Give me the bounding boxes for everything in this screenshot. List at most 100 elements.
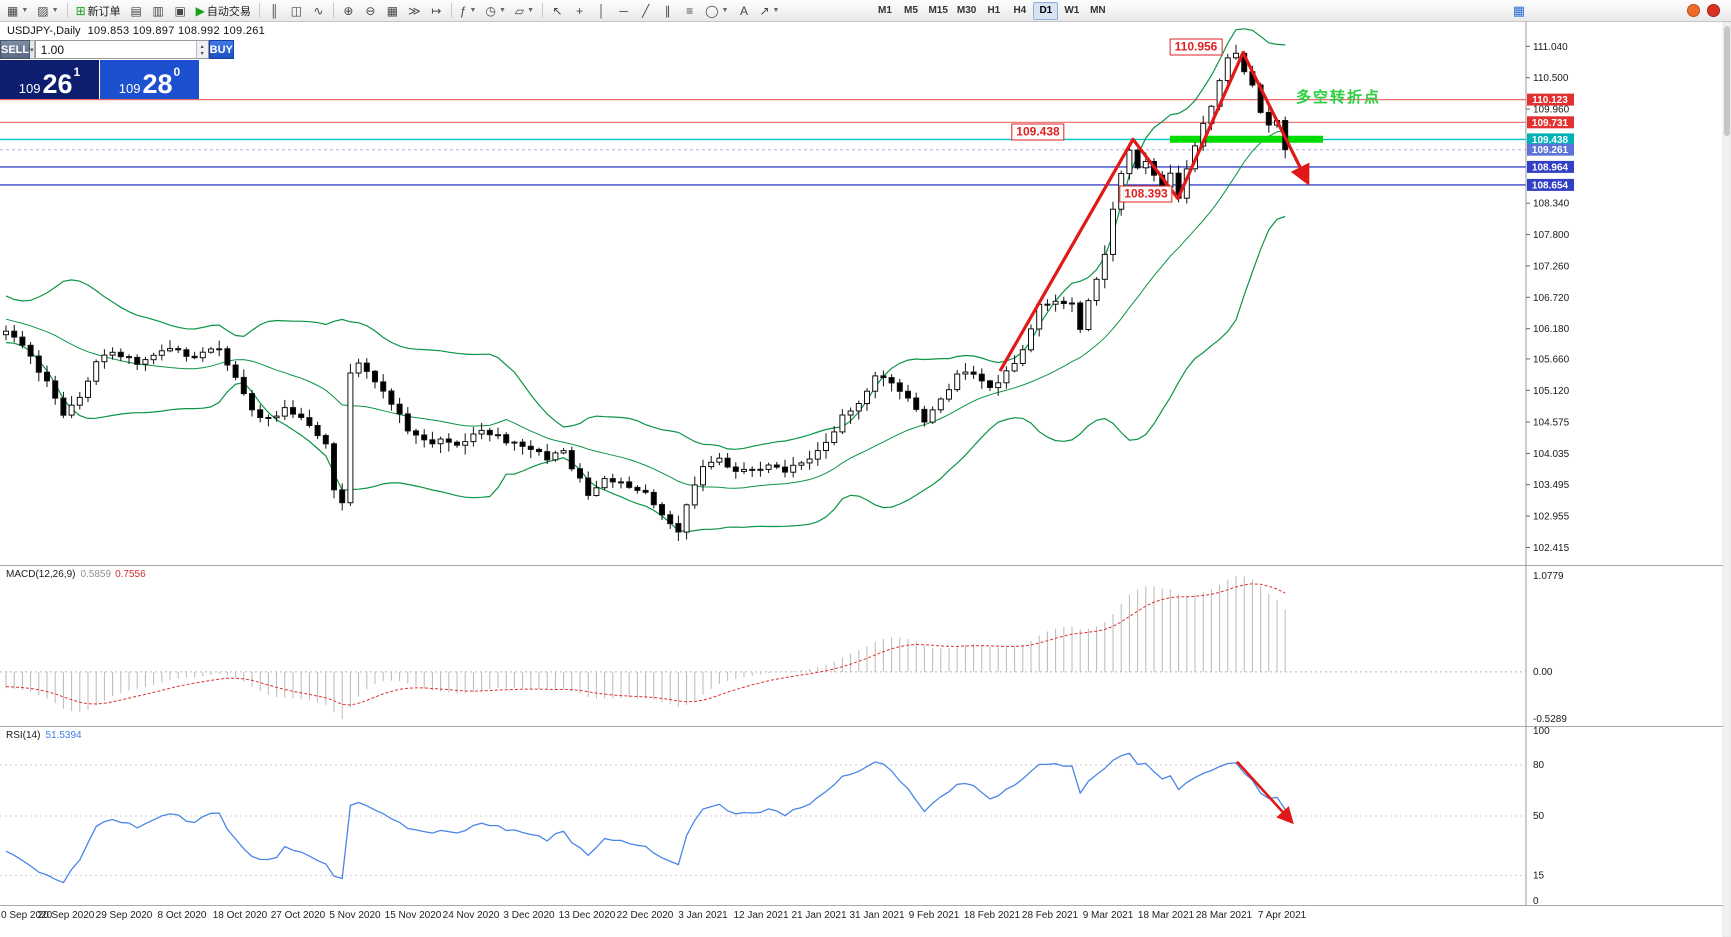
svg-text:109.438: 109.438 xyxy=(1532,135,1569,146)
macd-pane[interactable] xyxy=(0,576,1526,719)
auto-trading-button[interactable]: ▶ 自动交易 xyxy=(195,3,251,18)
rsi-arrow-annotation[interactable] xyxy=(1236,760,1294,825)
volume-stepper[interactable]: ▴ ▾ xyxy=(195,41,208,58)
crosshair-button[interactable]: + xyxy=(569,1,590,20)
new-order-button[interactable]: ⊞ 新订单 xyxy=(75,3,121,18)
trend-zigzag-annotation[interactable] xyxy=(998,51,1310,372)
macd-signal-line xyxy=(5,583,1286,706)
macd-main-value: 0.5859 xyxy=(80,569,112,580)
zoom-out-button[interactable]: ⊖ xyxy=(360,1,381,20)
new-order-icon: ⊞ xyxy=(75,3,86,18)
fibonacci-button[interactable]: ≡ xyxy=(679,1,700,20)
auto-trading-icon: ▶ xyxy=(195,3,205,18)
alerts-icon[interactable] xyxy=(1707,4,1720,17)
profiles-button[interactable]: ▨ ▼ xyxy=(33,1,62,20)
macd-name: MACD(12,26,9) xyxy=(6,569,76,580)
svg-text:21 Jan 2021: 21 Jan 2021 xyxy=(791,910,846,921)
auto-scroll-button[interactable]: ≫ xyxy=(404,1,425,20)
chart-window-icon: ▤ xyxy=(130,3,142,18)
auto-scroll-icon: ≫ xyxy=(408,3,421,18)
indicators-button[interactable]: ƒ ▼ xyxy=(456,1,481,20)
dropdown-arrow-icon: ▼ xyxy=(527,7,535,14)
dropdown-arrow-icon: ▼ xyxy=(51,7,59,14)
pane-separators[interactable] xyxy=(0,565,1731,906)
svg-text:18 Mar 2021: 18 Mar 2021 xyxy=(1138,910,1195,921)
svg-text:15: 15 xyxy=(1533,871,1545,882)
candles-chart-type-button[interactable]: ◫ xyxy=(286,1,307,20)
timeframe-d1-button[interactable]: D1 xyxy=(1033,1,1059,20)
stepper-up-icon[interactable]: ▴ xyxy=(200,43,204,50)
trendline-button[interactable]: ╱ xyxy=(635,1,656,20)
arrows-icon: ↗ xyxy=(759,3,770,18)
text-button[interactable]: A xyxy=(733,1,754,20)
svg-text:100: 100 xyxy=(1533,726,1550,737)
sell-button[interactable]: SELL xyxy=(0,40,31,59)
zoom-in-icon: ⊕ xyxy=(343,3,354,18)
svg-text:22 Dec 2020: 22 Dec 2020 xyxy=(617,910,674,921)
zoom-in-button[interactable]: ⊕ xyxy=(338,1,359,20)
new-chart-icon: ▦ xyxy=(7,3,19,18)
community-icon[interactable] xyxy=(1687,4,1700,17)
rsi-pane[interactable] xyxy=(0,752,1526,884)
sell-price-display[interactable]: 109 26 1 xyxy=(0,60,99,99)
volume-input[interactable] xyxy=(35,41,196,58)
svg-text:0: 0 xyxy=(1533,896,1539,907)
bars-chart-type-button[interactable]: ║ xyxy=(264,1,285,20)
svg-text:28 Feb 2021: 28 Feb 2021 xyxy=(1022,910,1079,921)
vertical-scrollbar[interactable] xyxy=(1722,21,1731,937)
market-watch-button[interactable]: ▥ xyxy=(148,1,169,20)
turning-point-annotation[interactable]: 多空转折点 xyxy=(1296,89,1382,106)
svg-text:105.660: 105.660 xyxy=(1533,354,1570,365)
arrows-button[interactable]: ↗ ▼ xyxy=(755,1,783,20)
svg-text:109.960: 109.960 xyxy=(1533,105,1570,116)
equidistant-channel-button[interactable]: ∥ xyxy=(657,1,678,20)
horizontal-level-lines[interactable] xyxy=(0,98,1526,186)
rsi-line xyxy=(5,752,1286,884)
timeframe-mn-button[interactable]: MN xyxy=(1090,5,1106,16)
price-annotation-box[interactable]: 110.956 xyxy=(1169,38,1223,56)
vertical-line-button[interactable]: │ xyxy=(591,1,612,20)
buy-button[interactable]: BUY xyxy=(208,40,234,59)
horizontal-line-icon: ─ xyxy=(619,3,628,18)
horizontal-line-button[interactable]: ─ xyxy=(613,1,634,20)
timeframe-m15-button[interactable]: M15 xyxy=(928,5,948,16)
chart-window-button[interactable]: ▤ xyxy=(126,1,147,20)
timeframe-m30-button[interactable]: M30 xyxy=(956,5,977,16)
new-chart-button[interactable]: ▦ ▼ xyxy=(3,1,32,20)
sell-price-int: 109 xyxy=(18,80,41,96)
timeframe-w1-button[interactable]: W1 xyxy=(1064,5,1080,16)
timeframe-m1-button[interactable]: M1 xyxy=(878,5,892,16)
stepper-down-icon[interactable]: ▾ xyxy=(200,50,204,57)
price-annotation-box[interactable]: 108.393 xyxy=(1119,185,1173,203)
macd-scale: 1.0779 0.00 -0.5289 xyxy=(1533,571,1567,725)
shapes-button[interactable]: ◯ ▼ xyxy=(701,1,732,20)
svg-text:108.964: 108.964 xyxy=(1532,162,1569,173)
svg-text:103.495: 103.495 xyxy=(1533,480,1570,491)
volume-dropdown-button[interactable]: ▾ xyxy=(30,40,35,59)
price-annotation-box[interactable]: 109.438 xyxy=(1011,123,1065,141)
dropdown-arrow-icon: ▼ xyxy=(469,7,477,14)
bars-chart-type-icon: ║ xyxy=(270,3,279,18)
svg-text:18 Oct 2020: 18 Oct 2020 xyxy=(213,910,268,921)
crosshair-icon: + xyxy=(576,3,584,18)
templates-button[interactable]: ▱ ▼ xyxy=(511,1,538,20)
buy-price-point: 0 xyxy=(173,65,181,79)
cursor-button[interactable]: ↖ xyxy=(547,1,568,20)
chart-background[interactable] xyxy=(0,22,1731,937)
tile-windows-button[interactable]: ▦ xyxy=(382,1,403,20)
tile-windows-icon: ▦ xyxy=(386,3,399,18)
timeframe-h4-button[interactable]: H4 xyxy=(1013,5,1027,16)
chart-shift-button[interactable]: ↦ xyxy=(426,1,447,20)
line-chart-type-button[interactable]: ∿ xyxy=(308,1,329,20)
timeframe-h1-button[interactable]: H1 xyxy=(987,5,1001,16)
market-grid-icon[interactable]: ▦ xyxy=(1512,2,1525,18)
buy-price-display[interactable]: 109 28 0 xyxy=(100,60,199,99)
bollinger-bands[interactable] xyxy=(5,28,1286,533)
data-window-button[interactable]: ▣ xyxy=(170,1,191,20)
periods-icon: ◷ xyxy=(485,3,496,18)
svg-text:29 Sep 2020: 29 Sep 2020 xyxy=(96,910,153,921)
periods-button[interactable]: ◷ ▼ xyxy=(481,1,509,20)
templates-icon: ▱ xyxy=(514,3,525,18)
timeframe-m5-button[interactable]: M5 xyxy=(904,5,918,16)
